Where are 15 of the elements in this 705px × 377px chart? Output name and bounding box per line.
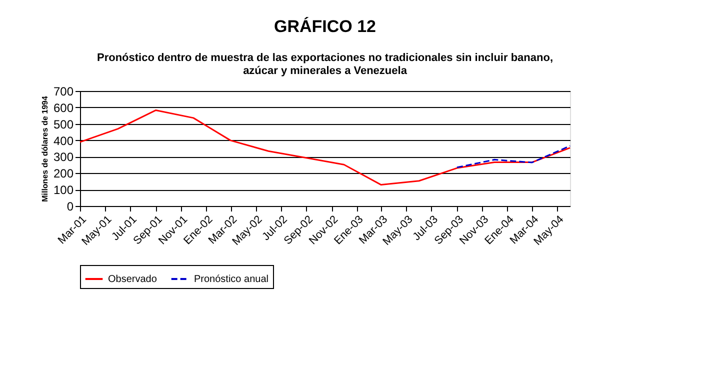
chart-subtitle: Pronóstico dentro de muestra de las exportaciones no tradicionales sin incluir banano, azúcar y minerales a Venezuela: [97, 52, 553, 77]
line-series: [456, 145, 571, 168]
y-tick-label: 0: [66, 200, 74, 214]
legend-label: Pronóstico anual: [194, 274, 268, 285]
y-tick-label: 300: [53, 150, 74, 164]
line-series: [79, 109, 571, 186]
y-tick-label: 400: [53, 134, 74, 148]
y-tick-label: 200: [53, 166, 74, 181]
y-tick-label: 700: [53, 84, 74, 98]
y-tick-label: 500: [53, 117, 74, 132]
y-axis-title: Millones de dólares de 1994: [40, 96, 50, 202]
legend-label: Observado: [108, 274, 158, 285]
y-tick-label: 600: [53, 100, 74, 115]
chart-title: GRÁFICO 12: [274, 16, 376, 36]
y-tick-label: 100: [53, 183, 74, 198]
